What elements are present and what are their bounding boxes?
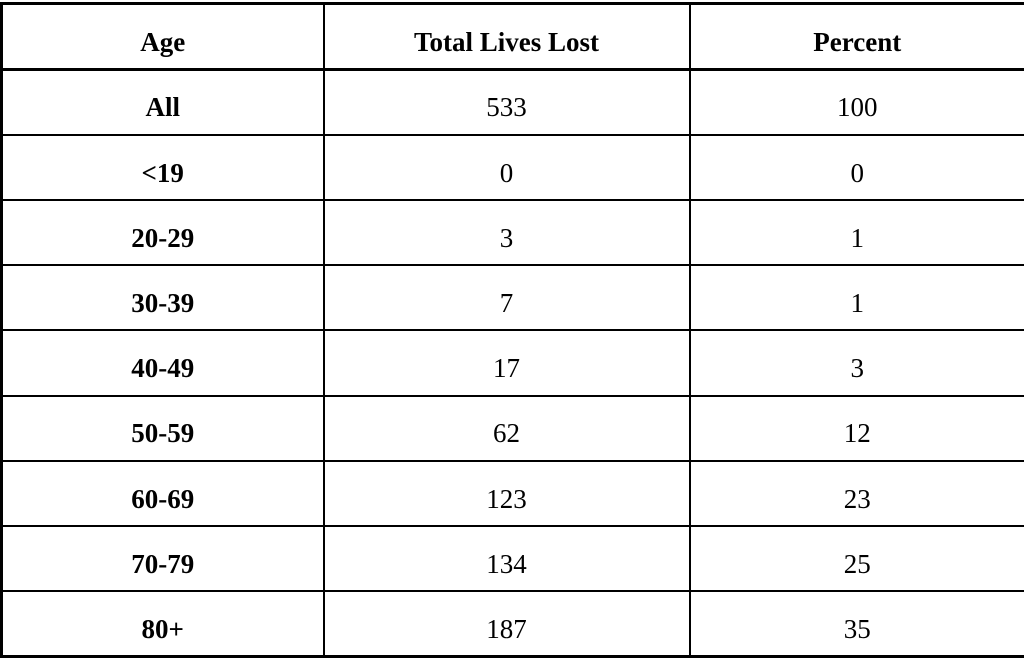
cell-percent: 1 xyxy=(688,198,1024,267)
cell-total-lives-lost: 187 xyxy=(322,590,691,658)
cell-total-lives-lost: 7 xyxy=(322,264,691,332)
table-row: 60-69 123 23 xyxy=(0,459,1024,528)
cell-age: 40-49 xyxy=(0,329,325,397)
column-header-age: Age xyxy=(0,2,325,71)
cell-total-lives-lost: 134 xyxy=(322,525,691,593)
table-row: 50-59 62 12 xyxy=(0,394,1024,462)
column-header-percent: Percent xyxy=(688,2,1024,71)
cell-total-lives-lost: 3 xyxy=(322,198,691,267)
cell-percent: 3 xyxy=(688,329,1024,397)
cell-percent: 0 xyxy=(688,133,1024,201)
cell-age: 30-39 xyxy=(0,264,325,332)
table-row: All 533 100 xyxy=(0,68,1024,136)
cell-total-lives-lost: 533 xyxy=(322,68,691,136)
cell-percent: 100 xyxy=(688,68,1024,136)
cell-total-lives-lost: 0 xyxy=(322,133,691,201)
cell-total-lives-lost: 123 xyxy=(322,459,691,528)
column-header-total-lives-lost: Total Lives Lost xyxy=(322,2,691,71)
cell-percent: 35 xyxy=(688,590,1024,658)
table-row: 70-79 134 25 xyxy=(0,525,1024,593)
cell-percent: 23 xyxy=(688,459,1024,528)
table-row: 40-49 17 3 xyxy=(0,329,1024,397)
cell-percent: 12 xyxy=(688,394,1024,462)
header-row: Age Total Lives Lost Percent xyxy=(0,2,1024,71)
table-row: 30-39 7 1 xyxy=(0,264,1024,332)
cell-age: 70-79 xyxy=(0,525,325,593)
cell-percent: 25 xyxy=(688,525,1024,593)
cell-age: 20-29 xyxy=(0,198,325,267)
table-row: 80+ 187 35 xyxy=(0,590,1024,658)
table-row: 20-29 3 1 xyxy=(0,198,1024,267)
cell-age: 50-59 xyxy=(0,394,325,462)
table-row: <19 0 0 xyxy=(0,133,1024,201)
cell-age: All xyxy=(0,68,325,136)
cell-age: 80+ xyxy=(0,590,325,658)
cell-total-lives-lost: 17 xyxy=(322,329,691,397)
cell-age: 60-69 xyxy=(0,459,325,528)
cell-age: <19 xyxy=(0,133,325,201)
cell-total-lives-lost: 62 xyxy=(322,394,691,462)
cell-percent: 1 xyxy=(688,264,1024,332)
